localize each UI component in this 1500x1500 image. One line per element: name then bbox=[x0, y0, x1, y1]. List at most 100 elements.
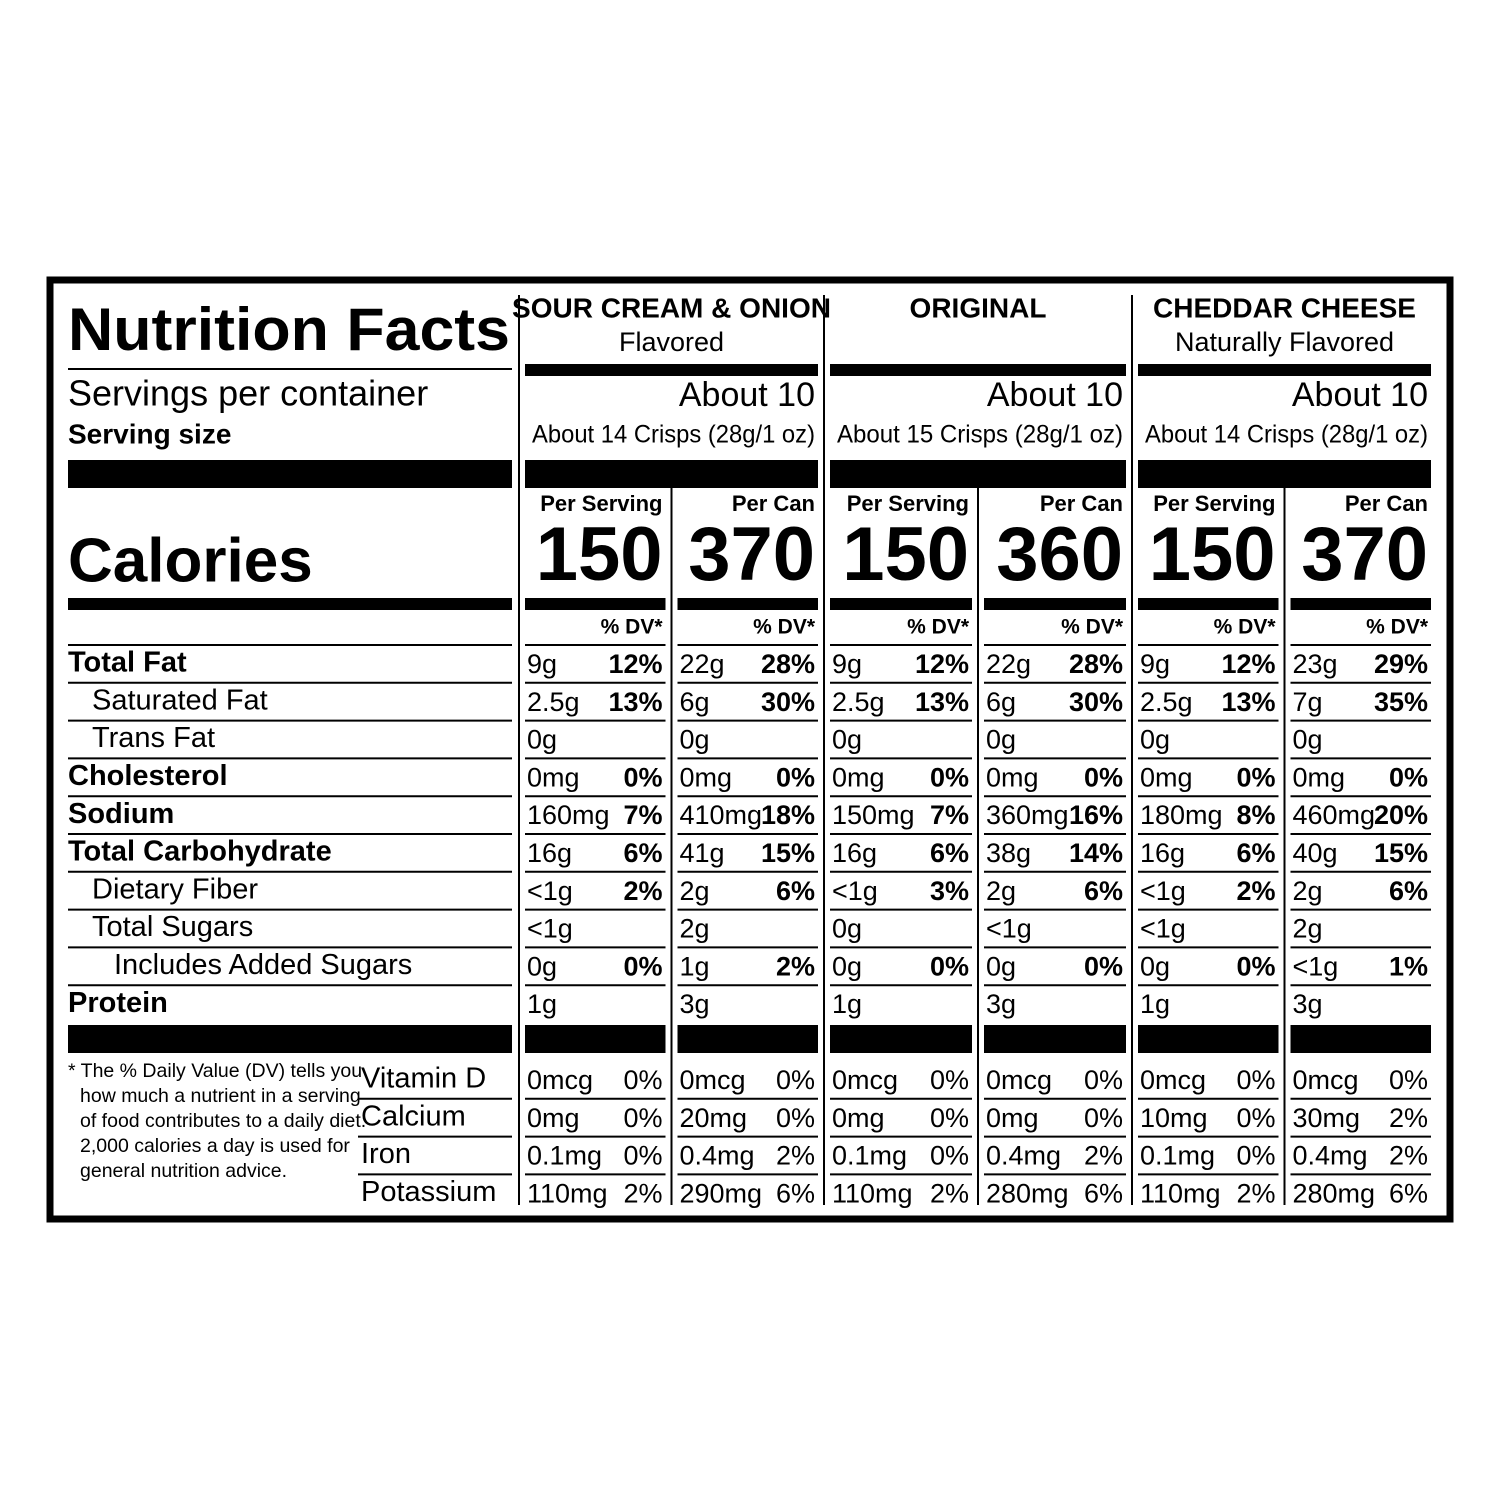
product-subtitle: Naturally Flavored bbox=[1175, 327, 1394, 357]
vitamin-dv: 0% bbox=[776, 1065, 815, 1095]
nutrient-dv: 0% bbox=[1084, 951, 1123, 981]
dv-header: % DV* bbox=[1061, 616, 1124, 639]
rule-bar bbox=[830, 460, 1126, 488]
vitamin-amount: 20mg bbox=[680, 1103, 748, 1133]
vitamin-amount: 0mcg bbox=[527, 1065, 593, 1095]
vitamin-dv: 0% bbox=[1236, 1103, 1275, 1133]
rule-bar bbox=[677, 1025, 818, 1053]
nutrient-amount: 2.5g bbox=[527, 687, 580, 717]
vitamin-dv: 2% bbox=[623, 1178, 662, 1208]
nutrient-amount: <1g bbox=[986, 914, 1032, 944]
nutrient-amount: 0g bbox=[986, 725, 1016, 755]
vitamin-dv: 2% bbox=[1389, 1141, 1428, 1171]
rule-bar bbox=[1138, 598, 1279, 610]
nutrient-amount: 7g bbox=[1293, 687, 1323, 717]
nutrient-dv: 15% bbox=[1374, 838, 1428, 868]
rule-bar bbox=[830, 364, 1126, 376]
nutrient-amount: 6g bbox=[986, 687, 1016, 717]
calories-value: 150 bbox=[536, 512, 663, 597]
nutrient-amount: 2g bbox=[986, 876, 1016, 906]
nutrient-name: Cholesterol bbox=[68, 760, 228, 792]
vitamin-amount: 290mg bbox=[680, 1178, 763, 1208]
footnote-line: 2,000 calories a day is used for bbox=[80, 1135, 350, 1157]
nutrient-name: Total Carbohydrate bbox=[68, 836, 332, 868]
vitamin-dv: 0% bbox=[930, 1141, 969, 1171]
nutrient-amount: 0g bbox=[832, 951, 862, 981]
rule-bar bbox=[984, 598, 1126, 610]
nutrient-amount: 160mg bbox=[527, 800, 610, 830]
vitamin-amount: 0mcg bbox=[986, 1065, 1052, 1095]
vitamin-amount: 280mg bbox=[1293, 1178, 1376, 1208]
column-label: Per Can bbox=[1040, 491, 1123, 516]
nutrient-amount: 460mg bbox=[1293, 800, 1376, 830]
nutrient-name: Saturated Fat bbox=[92, 684, 268, 716]
label-border bbox=[46, 276, 1454, 1223]
vitamin-dv: 0% bbox=[623, 1065, 662, 1095]
calories-value: 370 bbox=[1301, 512, 1428, 597]
vitamin-dv: 0% bbox=[1236, 1065, 1275, 1095]
vitamin-dv: 2% bbox=[1389, 1103, 1428, 1133]
nutrient-amount: 0g bbox=[1140, 725, 1170, 755]
serving-size-value: About 14 Crisps (28g/1 oz) bbox=[532, 421, 815, 449]
vitamin-amount: 0.1mg bbox=[1140, 1141, 1215, 1171]
dv-header: % DV* bbox=[601, 616, 664, 639]
nutrient-amount: 3g bbox=[680, 989, 710, 1019]
rule-bar bbox=[525, 598, 666, 610]
product-name: SOUR CREAM & ONION bbox=[512, 292, 831, 323]
vitamin-amount: 0mcg bbox=[680, 1065, 746, 1095]
nutrient-dv: 0% bbox=[623, 762, 662, 792]
nutrient-amount: <1g bbox=[1293, 951, 1339, 981]
nutrient-amount: 23g bbox=[1293, 649, 1338, 679]
vitamin-dv: 0% bbox=[1236, 1141, 1275, 1171]
nutrient-dv: 2% bbox=[623, 876, 662, 906]
nutrient-amount: 0g bbox=[527, 725, 557, 755]
column-label: Per Serving bbox=[540, 491, 662, 516]
vitamin-name: Iron bbox=[361, 1138, 411, 1170]
nutrient-amount: 1g bbox=[1140, 989, 1170, 1019]
nutrient-amount: 16g bbox=[832, 838, 877, 868]
nutrient-amount: 0mg bbox=[832, 762, 885, 792]
nutrient-amount: 0mg bbox=[680, 762, 733, 792]
rule-bar bbox=[1290, 1025, 1431, 1053]
nutrient-dv: 13% bbox=[608, 687, 662, 717]
nutrient-amount: 2g bbox=[680, 876, 710, 906]
nutrient-amount: <1g bbox=[527, 914, 573, 944]
vitamin-amount: 110mg bbox=[832, 1178, 913, 1208]
nutrient-dv: 6% bbox=[1084, 876, 1123, 906]
vitamin-amount: 0.4mg bbox=[680, 1141, 755, 1171]
vitamin-amount: 0mg bbox=[832, 1103, 885, 1133]
nutrient-amount: 0mg bbox=[1293, 762, 1346, 792]
rule-bar bbox=[525, 1025, 666, 1053]
servings-value: About 10 bbox=[679, 376, 815, 414]
calories-value: 150 bbox=[1149, 512, 1276, 597]
dv-header: % DV* bbox=[1214, 616, 1277, 639]
nutrient-dv: 28% bbox=[1069, 649, 1123, 679]
vitamin-dv: 0% bbox=[623, 1103, 662, 1133]
nutrient-name: Total Fat bbox=[68, 647, 187, 679]
vitamin-dv: 0% bbox=[1084, 1103, 1123, 1133]
nutrient-dv: 0% bbox=[623, 951, 662, 981]
nutrient-amount: 0mg bbox=[527, 762, 580, 792]
footnote-line: how much a nutrient in a serving bbox=[80, 1085, 361, 1107]
rule-bar bbox=[68, 460, 512, 488]
nutrient-amount: <1g bbox=[527, 876, 573, 906]
nutrient-dv: 12% bbox=[1221, 649, 1275, 679]
rule-bar bbox=[68, 598, 512, 610]
nutrient-amount: 2.5g bbox=[832, 687, 885, 717]
nutrient-dv: 7% bbox=[930, 800, 969, 830]
vitamin-name: Potassium bbox=[361, 1176, 496, 1208]
rule-bar bbox=[525, 460, 818, 488]
vitamin-amount: 0.4mg bbox=[1293, 1141, 1368, 1171]
rule-bar bbox=[1138, 1025, 1279, 1053]
nutrient-amount: 9g bbox=[1140, 649, 1170, 679]
nutrient-amount: <1g bbox=[1140, 876, 1186, 906]
nutrient-dv: 6% bbox=[1236, 838, 1275, 868]
nutrient-dv: 12% bbox=[915, 649, 969, 679]
nutrient-amount: 2g bbox=[1293, 876, 1323, 906]
nutrient-dv: 0% bbox=[1236, 951, 1275, 981]
nutrient-amount: 1g bbox=[680, 951, 710, 981]
nutrient-amount: 3g bbox=[1293, 989, 1323, 1019]
nutrient-amount: 2.5g bbox=[1140, 687, 1193, 717]
dv-header: % DV* bbox=[753, 616, 816, 639]
